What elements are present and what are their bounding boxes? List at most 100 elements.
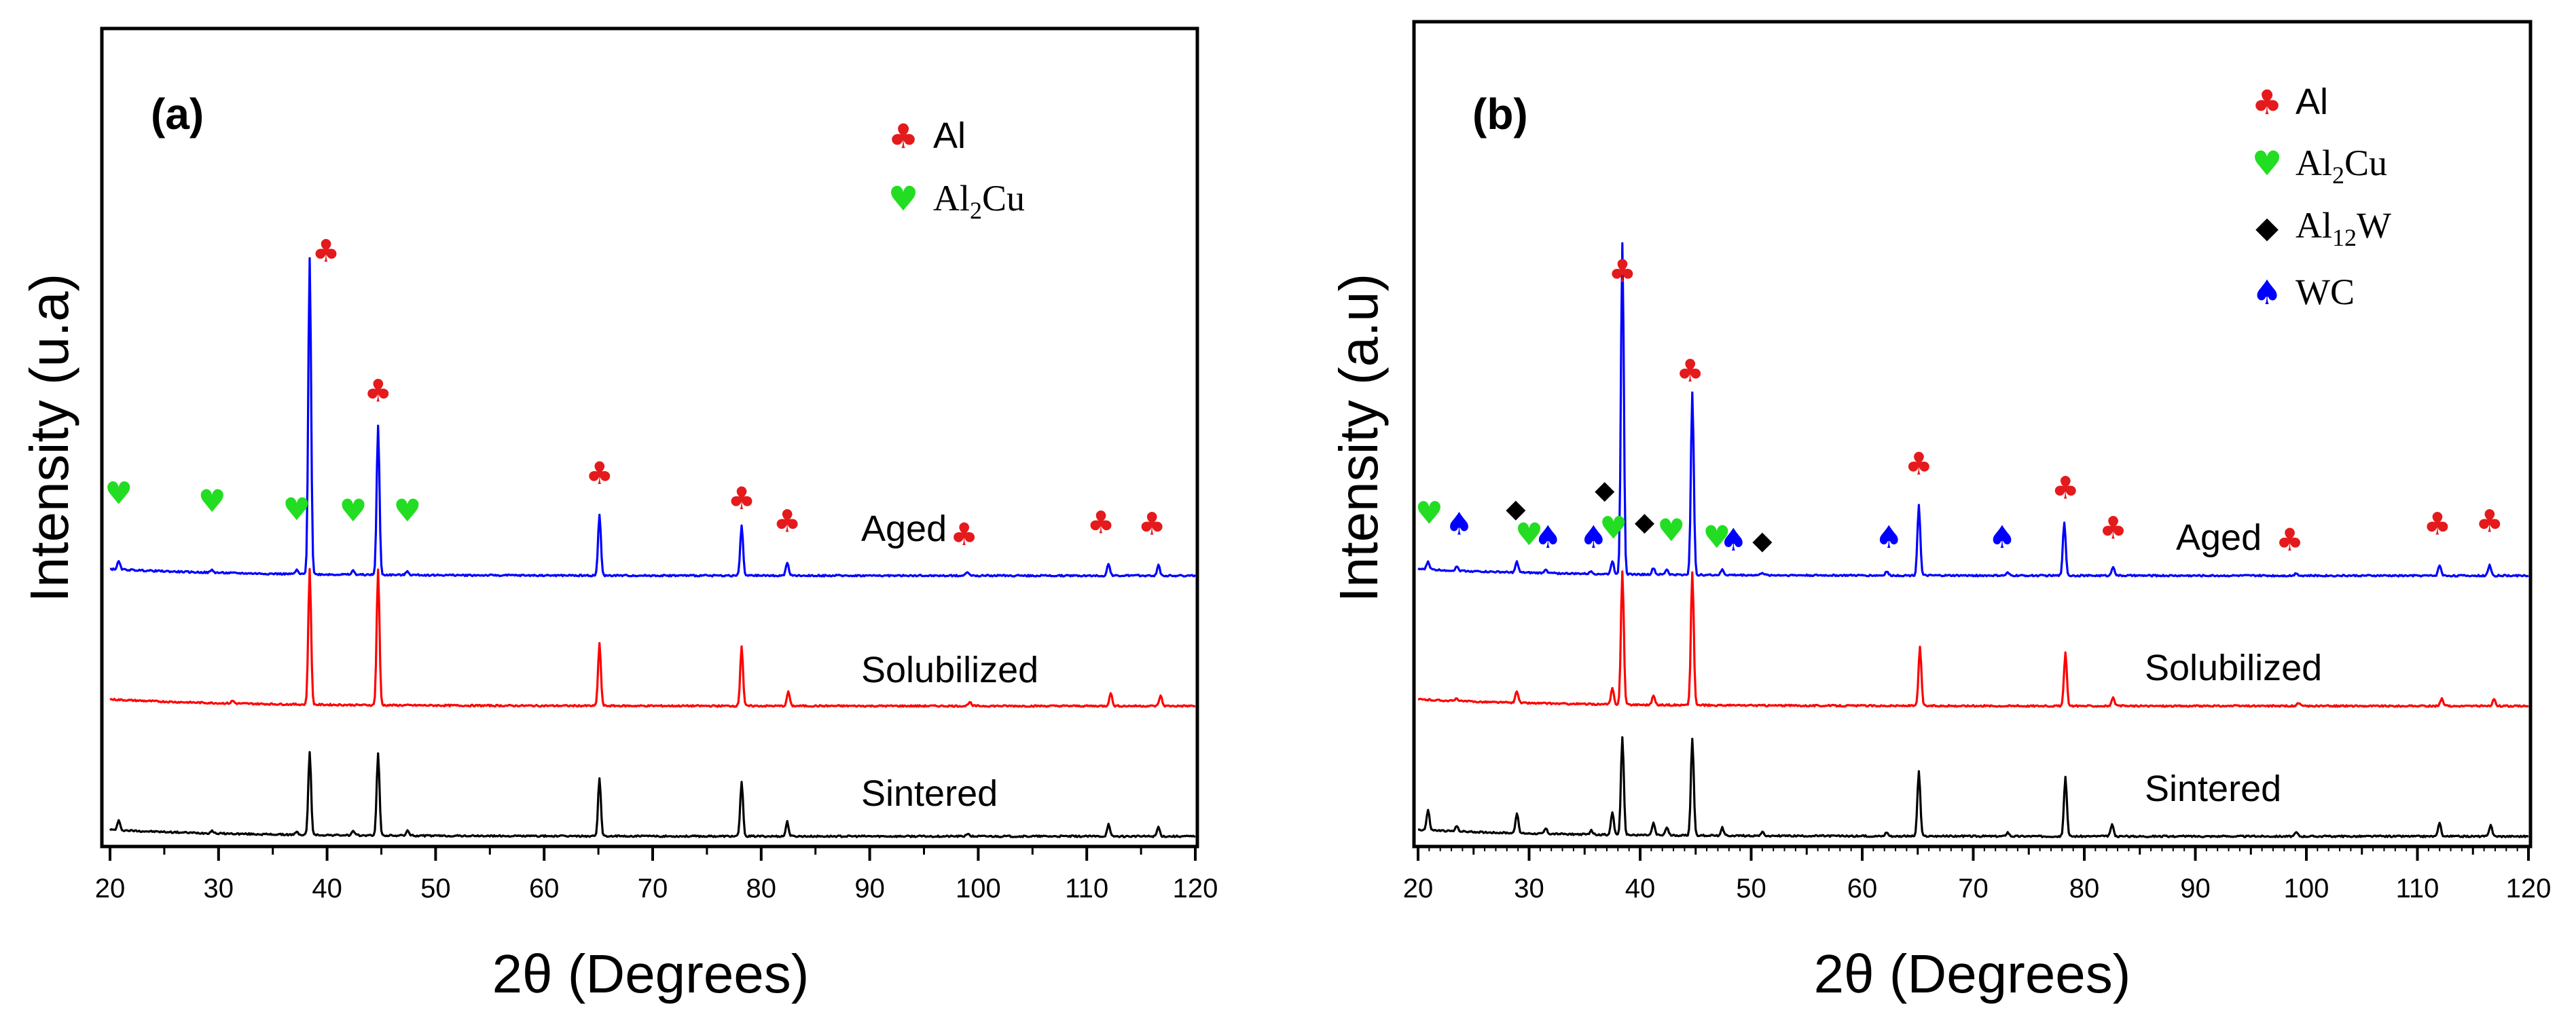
series-label-b-aged: Aged <box>2176 517 2262 558</box>
x-tick-label-b-120: 120 <box>2506 874 2552 904</box>
phase-marker-b-al12w: ◆ <box>1752 525 1773 555</box>
phase-marker-b-al: ♣ <box>1676 352 1704 389</box>
x-tick-label-b-60: 60 <box>1847 874 1878 904</box>
phase-marker-a-al2cu: ♥ <box>105 475 132 511</box>
legend-a-al-label: Al <box>933 115 966 156</box>
phase-markers-a: ♥ ♥ ♥ ♥ ♥ ♣ ♣ ♣ ♣ ♣ ♣ ♣ ♣ <box>105 233 1166 553</box>
phase-marker-b-al2cu: ♥ <box>1703 519 1730 555</box>
phase-marker-a-al2cu: ♥ <box>339 492 367 529</box>
x-ticks-a: 20 30 40 50 60 70 80 90 100 110 120 <box>95 847 1218 904</box>
phase-marker-b-wc: ♠ <box>1988 519 2016 555</box>
x-axis-title-a: 2θ (Degrees) <box>492 944 810 1004</box>
legend-a-al2cu-label: Al2Cu <box>933 178 1025 224</box>
panel-label-b: (b) <box>1472 90 1528 138</box>
x-tick-label-b-90: 90 <box>2180 874 2211 904</box>
phase-marker-b-wc: ♠ <box>1720 521 1747 558</box>
phase-markers-b: ♥ ♠ ◆♥♠ ♠◆♥ ◆ ♥ ♥♠ ◆ ♠ ♠♣♣♣♣♣ ♣ ♣ ♣ <box>1415 253 2504 558</box>
phase-marker-b-al: ♣ <box>1608 253 1636 289</box>
legend-a-al-icon: ♣ <box>888 117 919 156</box>
series-label-b-solubilized: Solubilized <box>2145 648 2322 688</box>
x-tick-label-b-20: 20 <box>1403 874 1434 904</box>
legend-b-al2cu-label: Al2Cu <box>2296 143 2387 189</box>
y-axis-title-a: Intensity (u.a) <box>19 274 79 603</box>
phase-marker-b-al: ♣ <box>2423 505 2451 542</box>
phase-marker-b-al2cu: ♥ <box>1515 516 1543 553</box>
x-tick-label-b-100: 100 <box>2284 874 2329 904</box>
panel-a: 20 30 40 50 60 70 80 90 100 110 120 ♥ ♥ ♥ ♥ ♥♣♣♣♣♣ ♣ ♣ ♣ … <box>19 26 1218 1004</box>
x-tick-label-b-70: 70 <box>1958 874 1989 904</box>
phase-marker-b-al: ♣ <box>2099 509 2127 546</box>
series-line-a-sintered <box>109 751 1196 838</box>
x-ticks-b: 20 30 40 50 60 70 80 90 100 110 120 <box>1403 847 2552 904</box>
series-line-b-aged <box>1417 242 2529 578</box>
legend-a-al2cu-icon: ♥ <box>888 179 919 219</box>
phase-marker-b-al2cu: ♥ <box>1599 509 1627 546</box>
x-tick-label-b-30: 30 <box>1514 874 1544 904</box>
x-tick-label-b-110: 110 <box>2396 874 2439 904</box>
plot-frame-a <box>100 26 1199 849</box>
curves-b <box>1417 242 2529 838</box>
legend-b-wc-label: WC <box>2296 272 2355 312</box>
legend-b-al2cu-icon: ♥ <box>2252 144 2283 183</box>
x-tick-label-b-40: 40 <box>1625 874 1656 904</box>
phase-marker-b-al: ♣ <box>1905 445 1933 482</box>
x-tick-label-a-120: 120 <box>1173 874 1218 904</box>
phase-marker-a-al: ♣ <box>364 372 392 409</box>
series-labels-a: Aged Solubilized Sintered <box>861 508 1038 814</box>
phase-marker-b-al2cu: ♥ <box>1657 512 1685 548</box>
series-line-b-sintered <box>1417 736 2529 838</box>
phase-marker-a-al: ♣ <box>1138 505 1165 542</box>
x-tick-label-a-50: 50 <box>420 874 451 904</box>
x-tick-label-a-90: 90 <box>854 874 885 904</box>
phase-marker-b-al: ♣ <box>2475 503 2503 540</box>
x-tick-label-b-50: 50 <box>1736 874 1766 904</box>
phase-marker-b-wc: ♠ <box>1534 519 1562 555</box>
x-axis-title-b: 2θ (Degrees) <box>1814 944 2131 1004</box>
legend-b-al-label: Al <box>2296 81 2328 122</box>
series-line-a-solubilized <box>109 568 1196 708</box>
panel-label-a: (a) <box>151 90 204 138</box>
phase-marker-b-wc: ♠ <box>1875 519 1903 555</box>
series-label-b-sintered: Sintered <box>2145 768 2281 809</box>
phase-marker-a-al: ♣ <box>585 455 613 491</box>
panel-b: 20 30 40 50 60 70 80 90 100 110 120 ♥ ♠ ◆♥♠ ♠◆♥ ◆ ♥ ♥♠ ◆ ♠… <box>1328 20 2552 1004</box>
series-labels-b: Aged Solubilized Sintered <box>2145 517 2322 809</box>
series-line-a-aged <box>109 257 1197 578</box>
phase-marker-b-al: ♣ <box>2276 521 2304 558</box>
phase-marker-b-al12w: ◆ <box>1595 475 1615 505</box>
x-tick-label-a-30: 30 <box>204 874 234 904</box>
series-label-a-aged: Aged <box>861 508 947 549</box>
series-line-b-solubilized <box>1417 570 2529 708</box>
phase-marker-a-al: ♣ <box>774 503 801 540</box>
phase-marker-a-al: ♣ <box>312 233 340 269</box>
curves-a <box>109 257 1197 838</box>
phase-marker-b-wc: ♠ <box>1580 519 1608 555</box>
phase-marker-b-al: ♣ <box>2052 470 2080 506</box>
series-label-a-sintered: Sintered <box>861 773 998 814</box>
phase-marker-a-al: ♣ <box>950 516 978 553</box>
phase-marker-a-al2cu: ♥ <box>283 491 310 527</box>
x-tick-label-a-100: 100 <box>956 874 1001 904</box>
legend-a: ♣ Al ♥ Al2Cu <box>888 115 1025 224</box>
x-tick-label-a-110: 110 <box>1065 874 1108 904</box>
x-tick-label-a-70: 70 <box>638 874 668 904</box>
x-tick-label-a-60: 60 <box>529 874 560 904</box>
legend-b-al12w-label: Al12W <box>2296 205 2391 251</box>
legend-b-al12w-icon: ◆ <box>2255 210 2279 245</box>
x-tick-label-a-40: 40 <box>312 874 342 904</box>
phase-marker-a-al2cu: ♥ <box>198 483 226 519</box>
legend-b: ♣ Al ♥ Al2Cu ◆ Al12W ♠ WC <box>2252 81 2391 312</box>
legend-b-al-icon: ♣ <box>2252 83 2283 122</box>
phase-marker-b-al12w: ◆ <box>1635 507 1655 537</box>
series-label-a-solubilized: Solubilized <box>861 650 1038 690</box>
y-axis-title-b: Intensity (a.u) <box>1328 274 1389 603</box>
phase-marker-a-al2cu: ♥ <box>393 492 421 529</box>
phase-marker-b-al2cu: ♥ <box>1415 495 1443 532</box>
phase-marker-b-al12w: ◆ <box>1506 494 1526 523</box>
phase-marker-a-al: ♣ <box>1087 504 1114 540</box>
x-tick-label-b-80: 80 <box>2069 874 2100 904</box>
legend-b-wc-icon: ♠ <box>2252 273 2283 312</box>
phase-marker-a-al: ♣ <box>727 480 755 517</box>
x-tick-label-a-80: 80 <box>746 874 777 904</box>
